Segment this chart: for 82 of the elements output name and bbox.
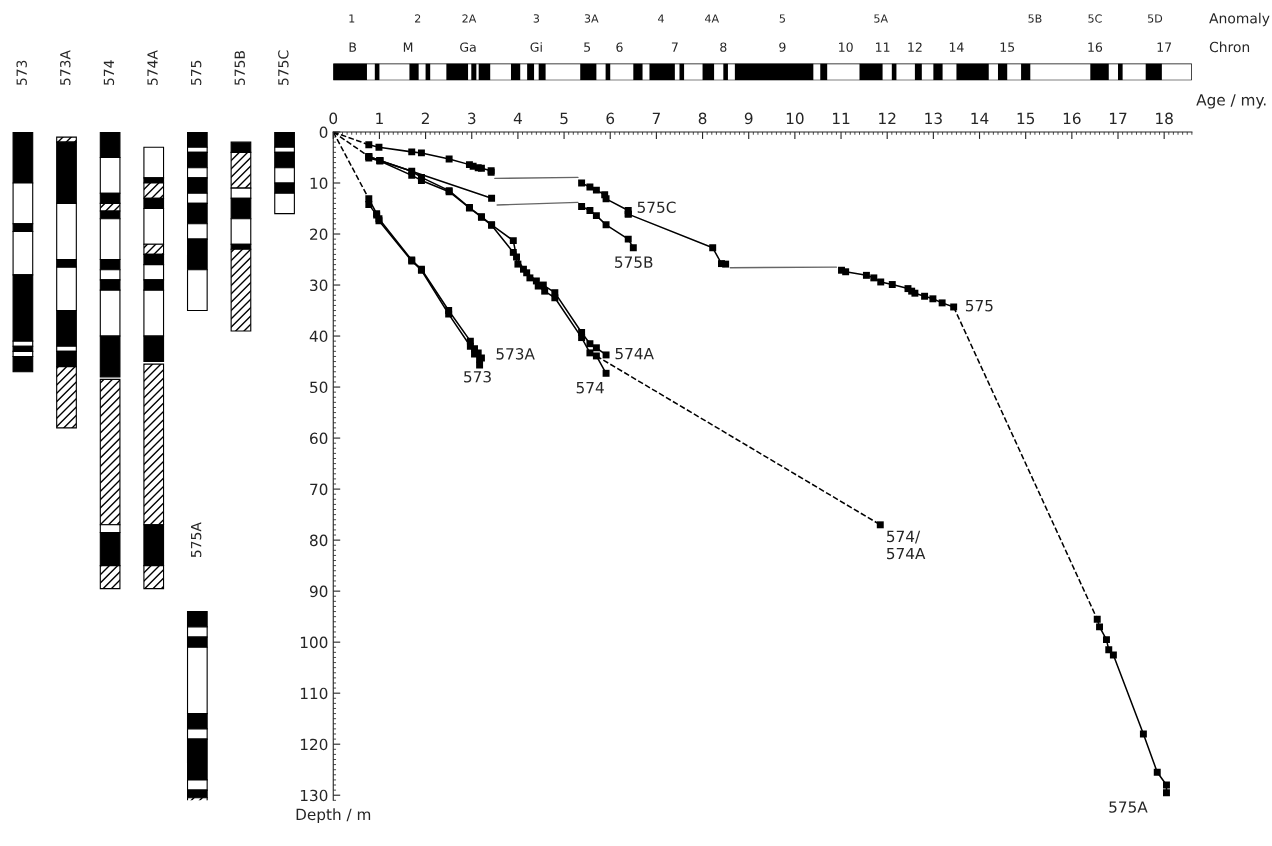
text: 574 (103, 60, 115, 85)
text: 16 (1088, 42, 1103, 52)
y-tick-label: 50 (310, 381, 328, 394)
y-tick-label: 10 (310, 177, 328, 190)
text: 5A (874, 14, 888, 23)
y-tick-label: 0 (319, 126, 328, 138)
x-tick-label: 3 (468, 112, 476, 125)
x-tick-label: 12 (879, 112, 896, 124)
text: 574A (147, 50, 158, 85)
series-label: 573A (496, 348, 535, 360)
text: 5 (779, 14, 785, 23)
text: 2A (462, 14, 477, 23)
text: 573 (16, 60, 27, 85)
text: 2 (415, 14, 421, 23)
x-tick-label: 5 (560, 112, 568, 125)
x-tick-label: 11 (833, 112, 850, 124)
y-tick-label: 70 (310, 483, 328, 496)
text: 12 (908, 42, 922, 52)
text: 10 (839, 42, 853, 52)
text: Chron (1209, 41, 1250, 53)
text: 17 (1157, 42, 1172, 52)
y-tick-label: 40 (309, 330, 328, 343)
text: 5 (584, 42, 591, 52)
series-label: 574/ 574A (887, 530, 926, 560)
y-tick-label: 30 (310, 279, 328, 292)
text: 7 (671, 42, 678, 52)
text: 8 (720, 42, 727, 52)
series-label: 574A (615, 348, 654, 360)
text: 15 (1000, 42, 1015, 52)
x-tick-label: 17 (1109, 112, 1127, 124)
x-tick-label: 14 (971, 112, 989, 124)
text: 575B (234, 51, 245, 85)
text: 575A (191, 522, 202, 558)
x-tick-label: 13 (925, 112, 942, 125)
text: 14 (949, 42, 964, 52)
text: Gi (530, 42, 542, 52)
text: 3 (533, 14, 540, 23)
text: 575C (278, 50, 289, 85)
x-tick-label: 1 (376, 112, 383, 124)
text: 5B (1028, 14, 1042, 23)
text: 5C (1088, 14, 1102, 23)
x-tick-label: 9 (744, 112, 753, 125)
text: B (349, 42, 357, 52)
x-tick-label: 10 (786, 112, 804, 125)
y-tick-label: 100 (300, 636, 328, 649)
series-label: 574 (576, 382, 604, 394)
y-axis-title: Depth / m (296, 808, 371, 824)
series-label: 575C (637, 201, 676, 213)
text: 5D (1147, 14, 1163, 23)
text: 4A (704, 14, 720, 23)
text: M (403, 42, 413, 52)
text: 11 (876, 42, 890, 52)
y-tick-label: 80 (310, 534, 328, 547)
text: Anomaly (1209, 12, 1270, 27)
x-tick-label: 4 (513, 112, 522, 124)
text: 4 (658, 14, 664, 23)
x-tick-label: 0 (329, 112, 338, 125)
y-tick-label: 20 (310, 228, 328, 241)
x-tick-label: 8 (698, 112, 707, 125)
x-tick-label: 2 (421, 112, 429, 124)
series-label: 573 (464, 370, 491, 383)
y-tick-label: 110 (300, 687, 328, 700)
text: 9 (779, 42, 786, 52)
x-tick-label: 18 (1156, 112, 1173, 125)
series-label: 575A (1109, 801, 1148, 813)
y-tick-label: 120 (300, 738, 328, 751)
text: 6 (616, 42, 623, 52)
y-tick-label: 90 (309, 585, 328, 598)
y-tick-label: 60 (310, 432, 328, 445)
x-tick-label: 7 (652, 112, 660, 124)
x-axis-title: Age / my. (1196, 94, 1266, 109)
y-tick-label: 130 (300, 789, 328, 802)
text: 573A (60, 50, 71, 85)
x-tick-label: 6 (606, 112, 615, 125)
text: 1 (349, 14, 355, 23)
x-tick-label: 16 (1063, 112, 1081, 125)
text: Ga (460, 42, 476, 52)
text: 3A (584, 14, 599, 23)
series-label: 575 (965, 300, 993, 312)
x-tick-label: 15 (1017, 112, 1035, 125)
series-label: 575B (615, 256, 653, 268)
text: 575 (191, 60, 202, 85)
